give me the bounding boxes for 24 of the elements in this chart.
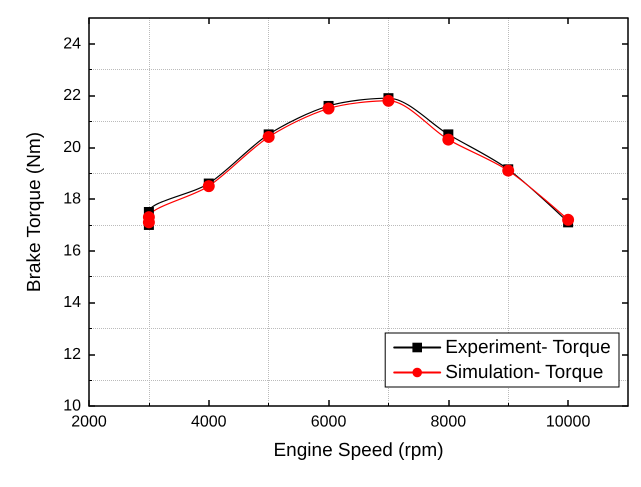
legend-label: Experiment- Torque <box>445 337 611 358</box>
point <box>382 94 394 107</box>
y-tick-label: 14 <box>63 294 82 312</box>
y-tick-label: 20 <box>63 138 82 156</box>
point <box>562 214 574 226</box>
point <box>442 134 454 146</box>
y-axis-title: Brake Torque (Nm) <box>24 132 45 292</box>
point <box>322 102 335 115</box>
point <box>262 130 275 143</box>
y-tick-label: 12 <box>63 346 82 363</box>
x-tick-label: 8000 <box>430 414 466 430</box>
point <box>202 180 215 192</box>
legend-label: Simulation- Torque <box>445 362 604 383</box>
y-tick-label: 10 <box>63 398 82 414</box>
y-tick-label: 22 <box>63 87 82 104</box>
x-tick-label: 6000 <box>310 414 346 430</box>
x-tick-label: 2000 <box>71 414 107 430</box>
y-tick-label: 16 <box>63 242 82 260</box>
y-tick-label: 18 <box>63 190 82 208</box>
x-tick-label: 4000 <box>190 414 227 430</box>
y-tick-label: 24 <box>63 35 82 52</box>
x-axis-title: Engine Speed (rpm) <box>273 440 444 461</box>
point <box>502 164 514 177</box>
x-tick-label: 10000 <box>546 414 590 430</box>
